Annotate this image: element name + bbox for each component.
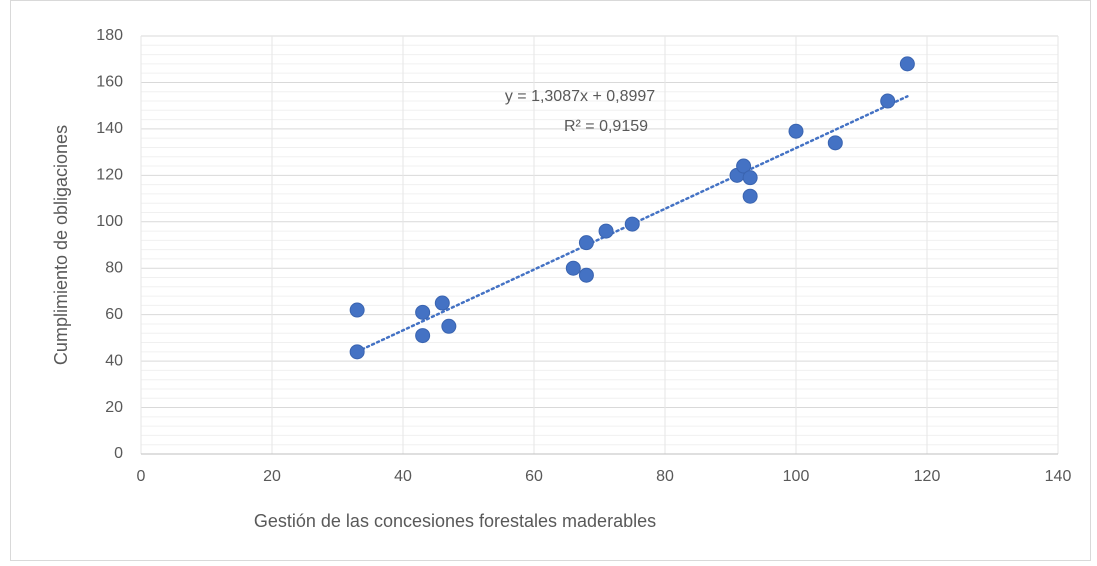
point bbox=[736, 158, 752, 174]
x-tick-label: 140 bbox=[1045, 468, 1072, 485]
y-tick-label: 0 bbox=[114, 445, 123, 462]
y-tick-label: 40 bbox=[105, 352, 123, 369]
point bbox=[880, 93, 896, 109]
trendline-equation: y = 1,3087x + 0,8997 bbox=[505, 88, 655, 105]
x-axis-label: Gestión de las concesiones forestales ma… bbox=[254, 511, 656, 531]
x-tick-label: 60 bbox=[525, 468, 543, 485]
x-tick-label: 40 bbox=[394, 468, 412, 485]
x-tick-label: 80 bbox=[656, 468, 674, 485]
y-tick-label: 20 bbox=[105, 399, 123, 416]
point bbox=[349, 344, 365, 360]
point bbox=[598, 223, 614, 239]
point bbox=[349, 302, 365, 318]
point bbox=[441, 318, 457, 334]
y-axis-label: Cumplimiento de obligaciones bbox=[51, 125, 71, 365]
point bbox=[578, 267, 594, 283]
y-tick-label: 60 bbox=[105, 306, 123, 323]
point bbox=[415, 304, 431, 320]
chart-border bbox=[10, 0, 1091, 561]
y-tick-label: 120 bbox=[96, 167, 123, 184]
point bbox=[788, 123, 804, 139]
point bbox=[578, 235, 594, 251]
point bbox=[899, 56, 915, 72]
point bbox=[415, 328, 431, 344]
x-tick-label: 0 bbox=[137, 468, 146, 485]
y-tick-label: 100 bbox=[96, 213, 123, 230]
x-tick-label: 120 bbox=[914, 468, 941, 485]
point bbox=[742, 188, 758, 204]
point bbox=[624, 216, 640, 232]
y-tick-label: 80 bbox=[105, 259, 123, 276]
y-tick-label: 160 bbox=[96, 74, 123, 91]
trendline-r2: R² = 0,9159 bbox=[564, 118, 648, 135]
y-tick-label: 140 bbox=[96, 120, 123, 137]
x-tick-label: 20 bbox=[263, 468, 281, 485]
point bbox=[742, 170, 758, 186]
point bbox=[827, 135, 843, 151]
y-tick-label: 180 bbox=[96, 27, 123, 44]
x-tick-label: 100 bbox=[783, 468, 810, 485]
point bbox=[565, 260, 581, 276]
point bbox=[434, 295, 450, 311]
